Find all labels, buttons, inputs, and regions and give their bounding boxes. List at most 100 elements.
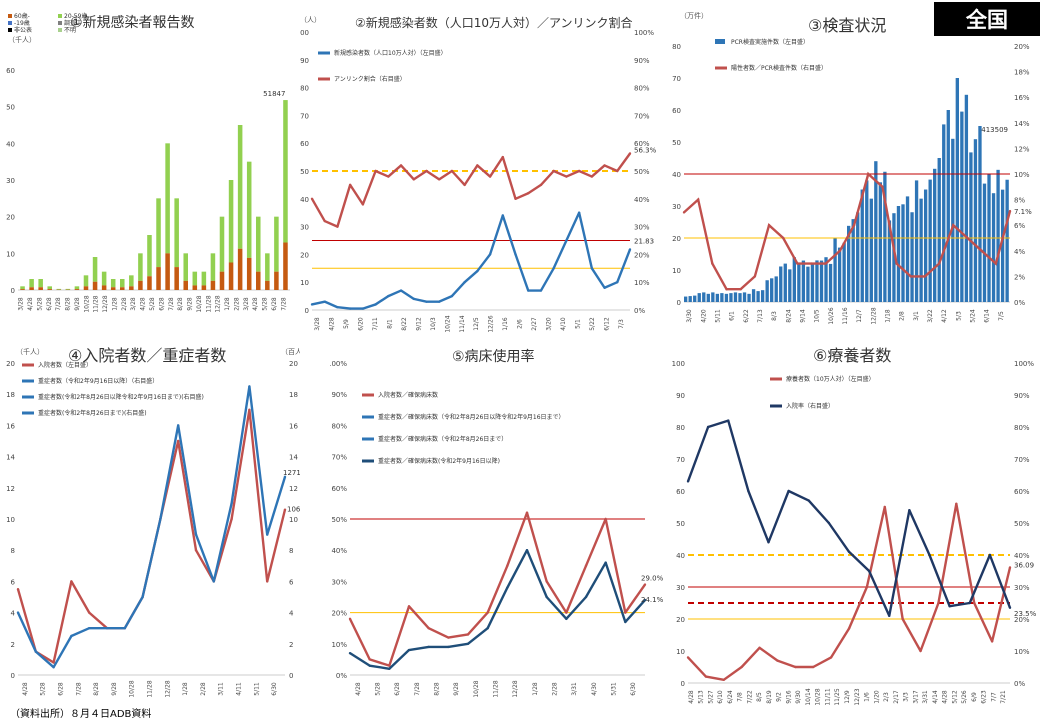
y-tick-label: 6 (11, 578, 16, 586)
data-point (323, 300, 326, 303)
y-tick-label: 50 (676, 520, 685, 528)
data-point (616, 281, 619, 284)
bar-pcr-tests (706, 293, 710, 302)
y2-tick-label: 6% (1014, 222, 1025, 230)
data-point (847, 550, 851, 553)
source-note: （資料出所）８月４日ADB資料 (10, 709, 152, 720)
data-point (427, 627, 430, 630)
x-tick-label: 4/28 (140, 297, 147, 311)
x-tick-label: 5/13 (698, 690, 705, 704)
data-point (70, 580, 73, 583)
x-tick-label: 1/28 (111, 297, 118, 311)
legend-label: 新規感染者数（人口10万人対）（左目盛） (334, 49, 447, 57)
x-tick-label: 6/28 (271, 297, 278, 311)
data-point (973, 601, 976, 605)
y-tick-label: 80 (676, 424, 685, 432)
bar-young (138, 253, 143, 281)
x-tick-label: 11/28 (493, 680, 500, 697)
x-tick-label: 2/3 (883, 692, 890, 702)
data-point (883, 505, 886, 509)
x-tick-label: 7/28 (280, 297, 287, 311)
x-tick-label: 6/12 (603, 317, 610, 331)
x-tick-label: 3/28 (314, 317, 321, 331)
x-tick-label: 2/28 (200, 682, 207, 696)
bar-pcr-tests (729, 293, 733, 302)
x-tick-label: 4/28 (252, 297, 259, 311)
bar-young (165, 143, 170, 254)
x-tick-label: 5/28 (36, 297, 43, 311)
bar-old (83, 286, 89, 290)
legend-label: 20-59歳 (64, 12, 87, 20)
data-point (266, 533, 269, 536)
legend-label: 重症者数／確保病床数（令和2年8月26日まで） (378, 435, 507, 443)
data-point (909, 275, 912, 278)
bar-young (265, 253, 270, 281)
bar-old (246, 257, 252, 290)
x-tick-label: 7/21 (1000, 690, 1007, 704)
bar-pcr-tests (684, 296, 688, 302)
legend-label: 療養者数（10万人対）（左目盛） (786, 375, 875, 383)
data-point (643, 583, 647, 586)
unit-label: （人） (300, 16, 321, 24)
x-tick-label: 9/28 (111, 682, 118, 696)
x-tick-label: 10/28 (196, 295, 203, 312)
x-tick-label: 9/28 (453, 682, 460, 696)
bar-young (256, 216, 261, 272)
data-point (348, 307, 352, 310)
data-label: 413509 (981, 126, 1008, 134)
data-point (968, 601, 971, 605)
legend-label: 入院者数（左目盛） (38, 361, 92, 369)
bar-old (265, 280, 270, 290)
data-point (525, 511, 529, 514)
y2-tick-label: 80% (634, 85, 650, 93)
data-point (486, 627, 489, 630)
data-point (266, 580, 269, 583)
y-tick-label: 30 (6, 177, 15, 185)
legend-swatch (58, 14, 62, 18)
bar-pcr-tests (783, 263, 787, 302)
series-line-bed-usage (348, 511, 646, 667)
data-point (88, 611, 91, 614)
x-tick-label: 9/14 (799, 309, 806, 323)
x-tick-label: 8/1 (387, 319, 394, 329)
data-point (425, 169, 428, 173)
chart-hospitalized: 0 2 4 6 8 10 12 14 16 18 20 0 2 4 6 8 10 12 14 16 18 20 4/28 5/… (6, 347, 300, 698)
x-tick-label: 12/28 (164, 680, 171, 697)
y2-tick-label: 20% (1014, 616, 1030, 624)
y2-tick-label: 4 (289, 610, 294, 618)
data-point (527, 192, 530, 195)
x-tick-label: 4/12 (941, 309, 948, 323)
bar-pcr-tests (942, 124, 946, 303)
bar-old (129, 286, 134, 290)
x-tick-label: 5/22 (589, 317, 596, 331)
y-tick-label: 50 (672, 139, 681, 147)
data-point (412, 297, 415, 301)
bar-pcr-tests (810, 263, 815, 302)
x-tick-label: 4/28 (942, 690, 949, 704)
data-point (368, 658, 371, 661)
data-point (616, 169, 619, 173)
bar-pcr-tests (801, 260, 806, 302)
y-tick-label: 60 (672, 107, 681, 115)
data-point (1008, 566, 1012, 569)
data-point (514, 253, 517, 256)
data-point (584, 564, 588, 567)
bar-pcr-tests (905, 196, 910, 302)
bar-old (174, 267, 179, 290)
x-tick-label: 1/28 (224, 297, 231, 311)
bar-pcr-tests (756, 291, 760, 302)
y-tick-label: 16 (6, 422, 15, 430)
legend-swatch (58, 21, 62, 25)
data-point (747, 489, 750, 493)
x-tick-label: 8/19 (766, 690, 773, 704)
data-point (539, 183, 543, 187)
x-tick-label: 6/28 (46, 297, 53, 311)
data-point (827, 521, 831, 525)
y-tick-label: 30 (672, 203, 681, 211)
bar-old (110, 287, 116, 290)
chart-title-5: ⑤病床使用率 (452, 349, 535, 365)
data-point (88, 627, 91, 630)
data-point (177, 439, 180, 443)
bar-pcr-tests (901, 204, 905, 302)
